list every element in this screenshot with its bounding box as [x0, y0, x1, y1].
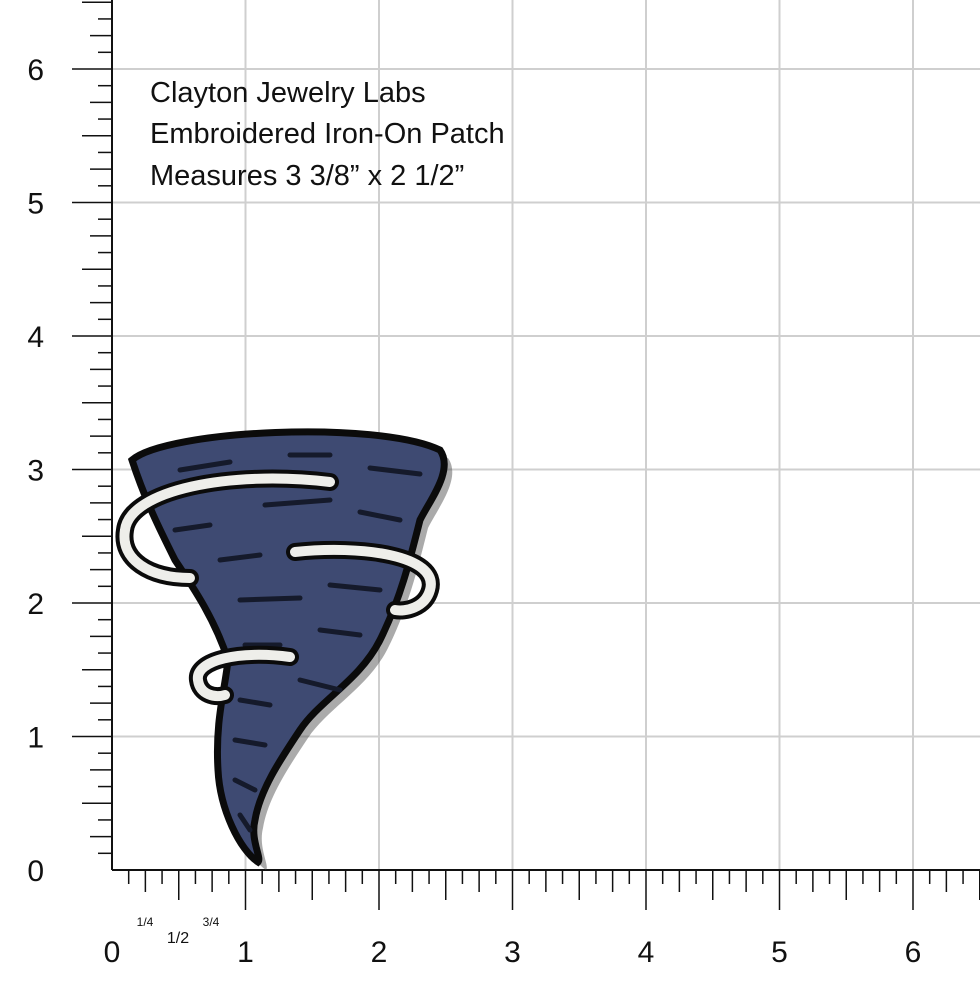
x-ruler-label: 5 — [771, 936, 788, 969]
caption-line: Clayton Jewelry Labs — [150, 77, 426, 109]
ruler-ticks — [72, 1, 980, 910]
caption-line: Measures 3 3/8” x 2 1/2” — [150, 160, 464, 192]
fraction-label: 1/2 — [167, 930, 189, 947]
x-ruler-label: 1 — [237, 936, 254, 969]
y-ruler-label: 2 — [27, 588, 44, 621]
y-ruler-label: 5 — [27, 188, 44, 221]
tornado-body — [127, 428, 448, 867]
tornado-patch — [115, 428, 453, 870]
stitch-lines — [172, 452, 423, 833]
fraction-label: 3/4 — [203, 915, 220, 929]
grid — [112, 0, 980, 870]
x-ruler-label: 6 — [905, 936, 922, 969]
y-ruler-label: 3 — [27, 455, 44, 488]
swirl-bands — [115, 469, 440, 706]
x-ruler-label: 4 — [638, 936, 655, 969]
y-ruler-label: 6 — [27, 54, 44, 87]
y-ruler-label: 4 — [27, 321, 44, 354]
fraction-label: 1/4 — [137, 915, 154, 929]
y-ruler-label: 1 — [27, 722, 44, 755]
x-ruler-label: 0 — [104, 936, 121, 969]
y-ruler-label: 0 — [27, 855, 44, 888]
caption-line: Embroidered Iron-On Patch — [150, 118, 505, 150]
x-ruler-label: 3 — [504, 936, 521, 969]
x-ruler-label: 2 — [371, 936, 388, 969]
